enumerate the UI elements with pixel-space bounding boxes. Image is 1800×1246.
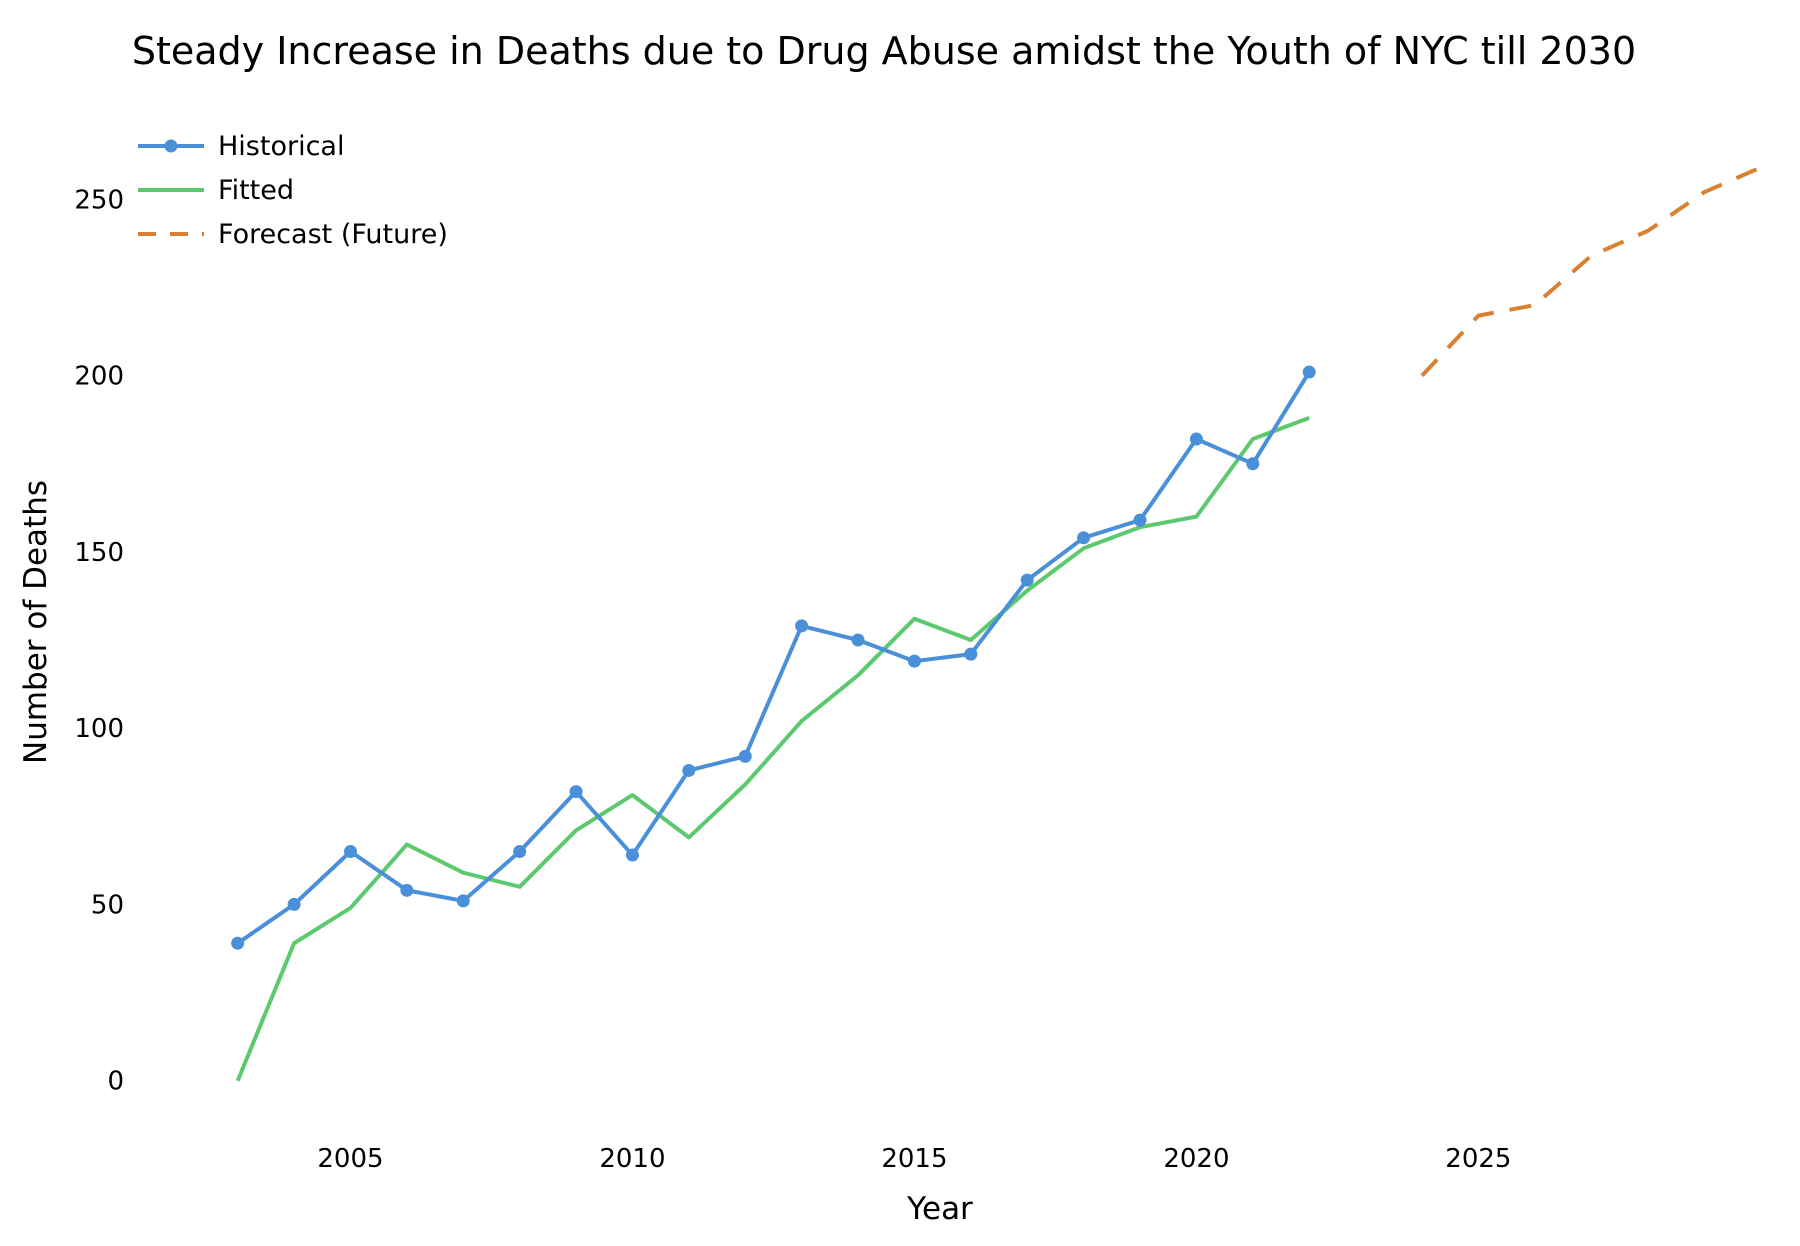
y-axis-label: Number of Deaths	[18, 480, 54, 764]
legend-item-historical: Historical	[138, 131, 344, 162]
data-point-historical[interactable]	[569, 785, 583, 799]
series-line-fitted	[235, 416, 1310, 1082]
series-line-forecast-future	[1420, 165, 1762, 377]
data-point-historical[interactable]	[287, 897, 301, 911]
legend-item-fitted: Fitted	[138, 175, 294, 206]
series-line-historical	[236, 371, 1311, 945]
legend-label: Historical	[218, 131, 344, 162]
data-point-historical[interactable]	[1133, 513, 1147, 527]
x-tick-label: 2005	[317, 1144, 383, 1174]
data-point-historical[interactable]	[231, 936, 245, 950]
legend: Historical Fitted Forecast (Future)	[138, 131, 448, 250]
data-point-historical[interactable]	[1302, 365, 1316, 379]
data-point-historical[interactable]	[1077, 531, 1091, 545]
y-tick-label: 150	[74, 538, 124, 568]
plot-area	[231, 165, 1762, 1082]
x-axis-ticks: 2005 2010 2015 2020 2025	[317, 1144, 1511, 1174]
data-point-historical[interactable]	[513, 845, 527, 859]
legend-label: Fitted	[218, 175, 294, 206]
data-point-historical[interactable]	[682, 763, 696, 777]
y-tick-label: 50	[91, 890, 124, 920]
data-point-historical[interactable]	[343, 845, 357, 859]
y-axis-ticks: 0 50 100 150 200 250	[74, 185, 124, 1096]
data-point-historical[interactable]	[738, 749, 752, 763]
data-point-historical[interactable]	[795, 619, 809, 633]
data-point-historical[interactable]	[964, 647, 978, 661]
data-point-historical[interactable]	[400, 883, 414, 897]
legend-marker	[164, 139, 178, 153]
data-point-historical[interactable]	[456, 894, 470, 908]
y-tick-label: 100	[74, 714, 124, 744]
y-tick-label: 200	[74, 362, 124, 392]
x-tick-label: 2020	[1163, 1144, 1229, 1174]
data-point-historical[interactable]	[851, 633, 865, 647]
x-tick-label: 2015	[881, 1144, 947, 1174]
x-tick-label: 2025	[1445, 1144, 1511, 1174]
y-tick-label: 0	[107, 1067, 124, 1097]
data-point-historical[interactable]	[1020, 573, 1034, 587]
data-point-historical[interactable]	[1189, 432, 1203, 446]
legend-label: Forecast (Future)	[218, 219, 448, 250]
x-tick-label: 2010	[599, 1144, 665, 1174]
data-point-historical[interactable]	[1246, 457, 1260, 471]
data-point-historical[interactable]	[625, 848, 639, 862]
y-tick-label: 250	[74, 185, 124, 215]
chart-title: Steady Increase in Deaths due to Drug Ab…	[132, 29, 1636, 73]
x-axis-label: Year	[906, 1191, 973, 1227]
legend-item-forecast-future: Forecast (Future)	[138, 219, 448, 250]
data-point-historical[interactable]	[907, 654, 921, 668]
